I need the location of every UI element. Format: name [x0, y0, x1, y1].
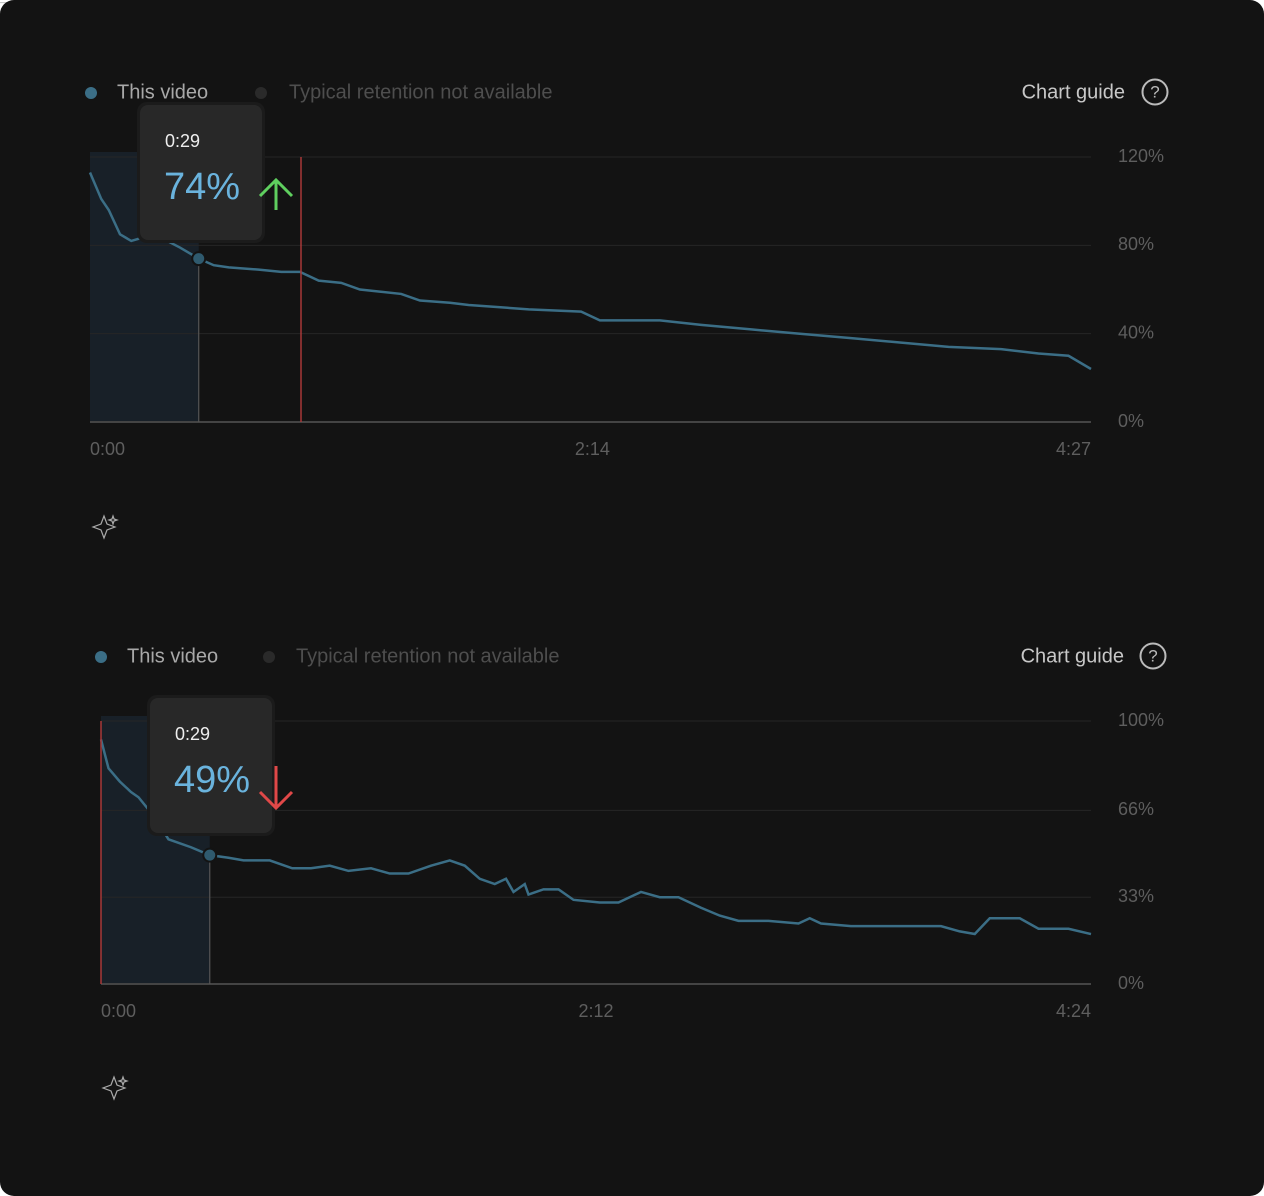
- y-tick-label: 66%: [1118, 799, 1154, 819]
- x-tick-label: 0:00: [90, 439, 125, 459]
- tooltip: [150, 698, 272, 833]
- y-tick-label: 80%: [1118, 234, 1154, 254]
- legend-note: Typical retention not available: [289, 81, 553, 103]
- retention-chart: This video Typical retention not availabl…: [95, 642, 1167, 1021]
- legend-dot: [95, 651, 107, 663]
- hover-point: [202, 847, 218, 863]
- retention-chart: This video Typical retention not availabl…: [85, 78, 1169, 459]
- x-tick-label: 4:24: [1056, 1001, 1091, 1021]
- tooltip-time: 0:29: [165, 131, 200, 151]
- legend-note: Typical retention not available: [296, 645, 560, 667]
- charts: This video Typical retention not availabl…: [85, 78, 1169, 1021]
- y-tick-label: 100%: [1118, 710, 1164, 730]
- y-tick-label: 33%: [1118, 886, 1154, 906]
- retention-line: [99, 739, 1092, 936]
- tooltip-value: 74%: [164, 166, 240, 208]
- hover-point: [191, 251, 207, 267]
- chart-guide[interactable]: Chart guide: [1022, 81, 1125, 103]
- chart-guide[interactable]: Chart guide: [1021, 645, 1124, 667]
- legend-label: This video: [127, 645, 218, 667]
- up-arrow: [258, 177, 294, 210]
- sparkle-icon: [101, 1075, 129, 1101]
- x-tick-label: 0:00: [101, 1001, 136, 1021]
- tooltip-time: 0:29: [175, 724, 210, 744]
- y-tick-label: 0%: [1118, 411, 1144, 431]
- tooltip: [140, 105, 262, 240]
- legend-dot: [263, 651, 275, 663]
- help-glyph: ?: [1150, 82, 1159, 101]
- y-tick-label: 40%: [1118, 322, 1154, 342]
- legend-dot: [85, 87, 97, 99]
- y-tick-label: 0%: [1118, 973, 1144, 993]
- help-glyph: ?: [1148, 646, 1157, 665]
- legend-dot: [255, 87, 267, 99]
- x-tick-label: 2:14: [575, 439, 610, 459]
- legend-label: This video: [117, 81, 208, 103]
- x-tick-label: 4:27: [1056, 439, 1091, 459]
- y-tick-label: 120%: [1118, 146, 1164, 166]
- help-icon: [1141, 78, 1169, 106]
- tooltip-value: 49%: [174, 759, 250, 801]
- help-icon: [1139, 642, 1167, 670]
- x-tick-label: 2:12: [578, 1001, 613, 1021]
- sparkle-icon: [91, 514, 119, 540]
- annotations: [91, 157, 302, 1101]
- down-arrow: [258, 766, 294, 811]
